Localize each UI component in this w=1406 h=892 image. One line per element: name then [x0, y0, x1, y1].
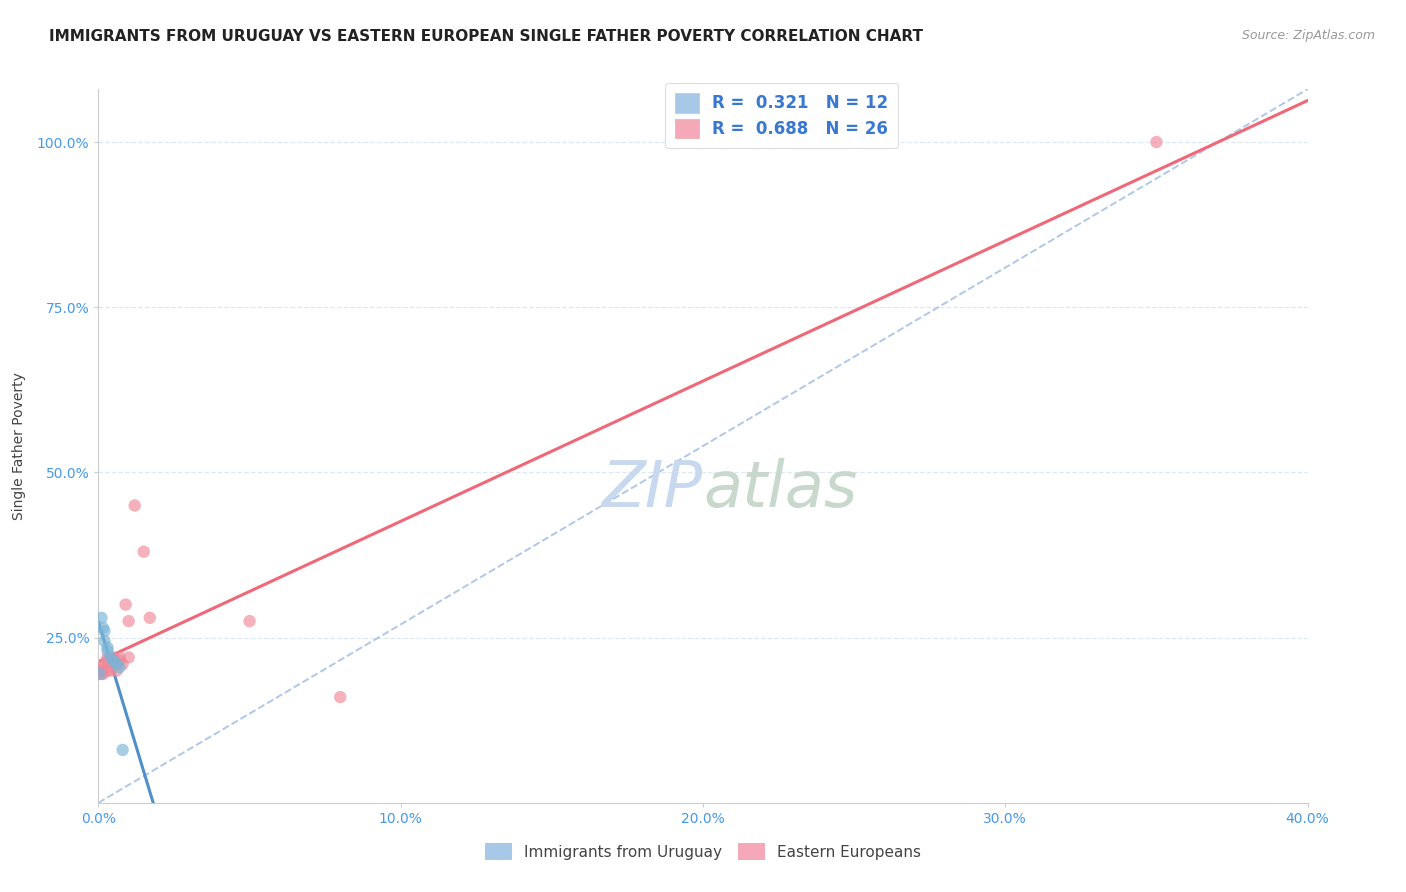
Point: [105, 657, 128, 671]
Point: [93, 657, 115, 671]
Point: [118, 614, 141, 628]
Point: [103, 650, 125, 665]
Point: [89, 664, 111, 678]
Point: [100, 650, 122, 665]
Point: [105, 664, 128, 678]
Point: [100, 664, 122, 678]
Text: ZIP: ZIP: [602, 458, 703, 520]
Text: atlas: atlas: [703, 458, 858, 520]
Point: [93, 624, 115, 638]
Point: [96, 654, 118, 668]
Point: [132, 545, 155, 559]
Point: [96, 640, 118, 655]
Point: [239, 614, 262, 628]
Point: [91, 621, 114, 635]
Text: Source: ZipAtlas.com: Source: ZipAtlas.com: [1241, 29, 1375, 42]
Text: IMMIGRANTS FROM URUGUAY VS EASTERN EUROPEAN SINGLE FATHER POVERTY CORRELATION CH: IMMIGRANTS FROM URUGUAY VS EASTERN EUROP…: [49, 29, 924, 44]
Point: [118, 650, 141, 665]
Point: [111, 743, 134, 757]
Point: [103, 654, 125, 668]
Point: [108, 650, 131, 665]
Point: [124, 499, 146, 513]
Point: [93, 664, 115, 678]
Point: [90, 667, 112, 681]
Point: [103, 654, 125, 668]
Y-axis label: Single Father Poverty: Single Father Poverty: [11, 372, 25, 520]
Point: [89, 667, 111, 681]
Point: [90, 611, 112, 625]
Point: [96, 664, 118, 678]
Point: [90, 660, 112, 674]
Point: [114, 598, 136, 612]
Point: [1144, 135, 1167, 149]
Point: [329, 690, 352, 704]
Point: [111, 657, 134, 671]
Point: [93, 634, 115, 648]
Point: [108, 654, 131, 668]
Point: [96, 650, 118, 665]
Point: [108, 660, 131, 674]
Point: [105, 657, 128, 671]
Point: [91, 667, 114, 681]
Point: [139, 611, 162, 625]
Legend: Immigrants from Uruguay, Eastern Europeans: Immigrants from Uruguay, Eastern Europea…: [478, 837, 928, 866]
Point: [96, 644, 118, 658]
